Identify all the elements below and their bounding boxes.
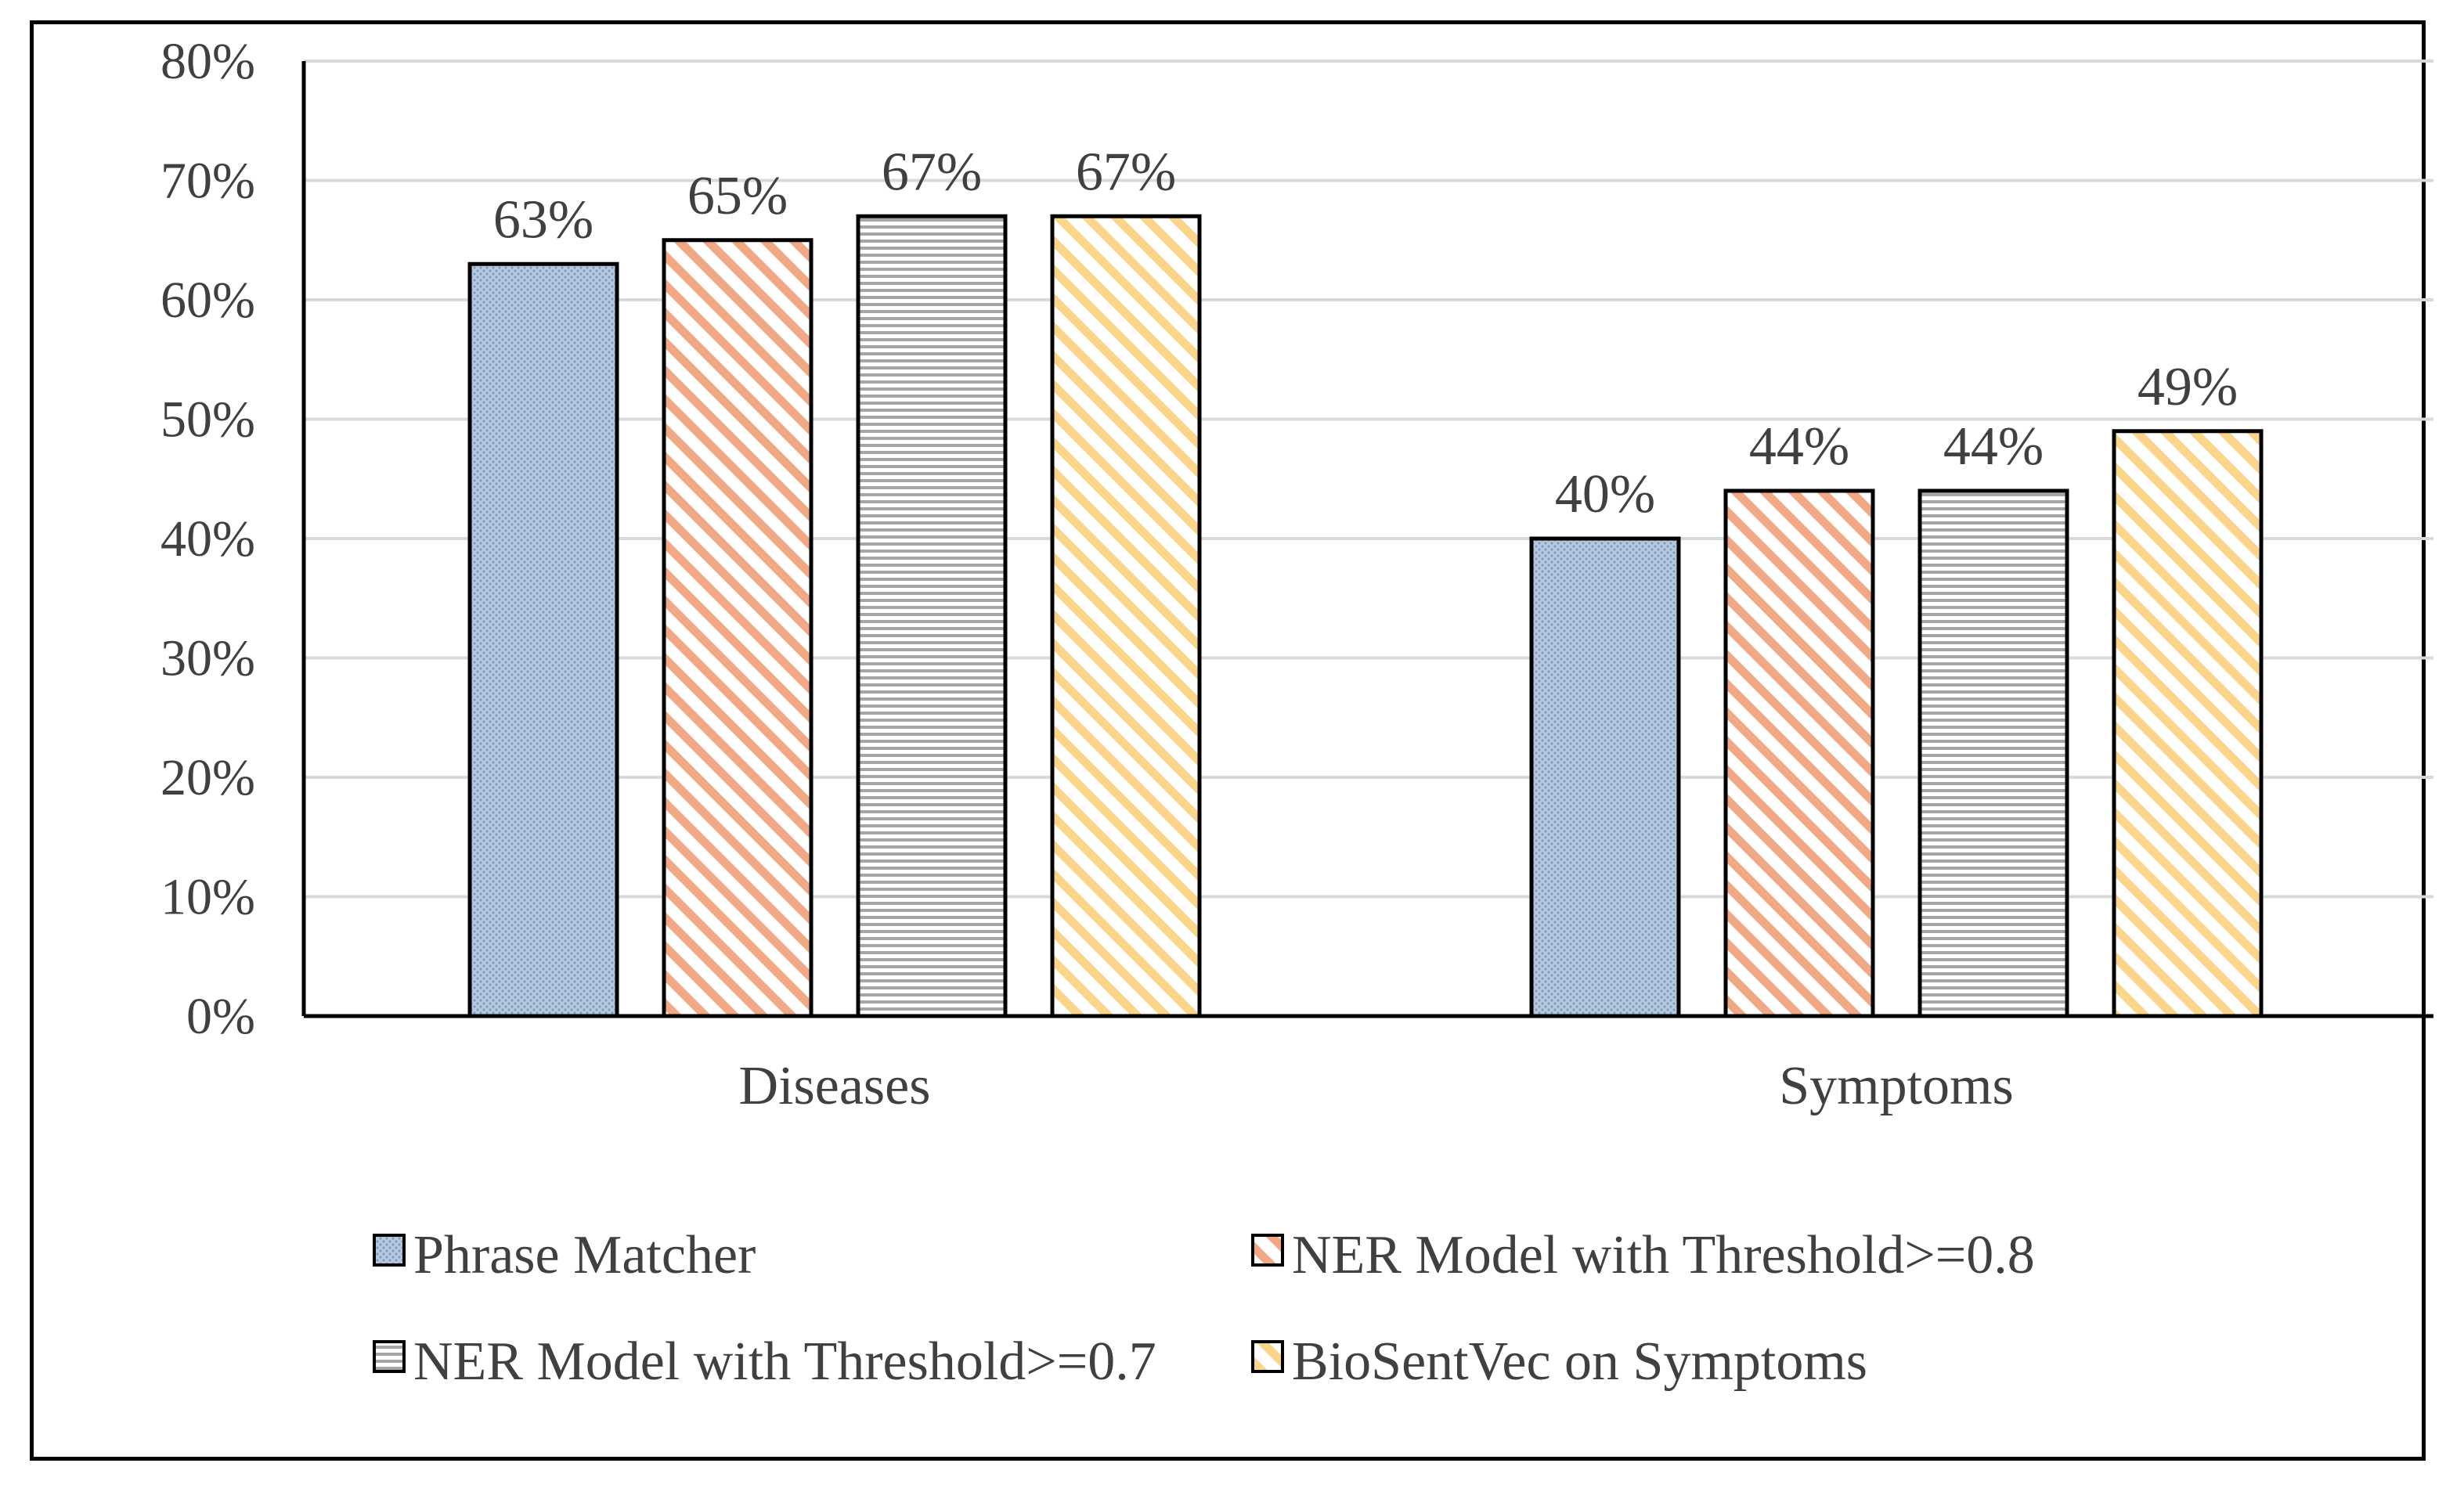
- bar-diseases-2: [856, 214, 1008, 1018]
- bar-diseases-1: [662, 238, 814, 1018]
- data-label: 65%: [687, 166, 788, 226]
- legend-label: BioSentVec on Symptoms: [1292, 1332, 1867, 1392]
- data-label: 49%: [2138, 357, 2238, 417]
- gridlines: [304, 59, 2433, 899]
- bar-diseases-3: [1050, 214, 1202, 1018]
- y-tick-label: 80%: [161, 33, 255, 90]
- legend-label: Phrase Matcher: [413, 1225, 756, 1285]
- category-labels: Diseases Symptoms: [739, 1056, 2014, 1116]
- y-axis-ticks: 0% 10% 20% 30% 40% 50% 60% 70% 80%: [161, 33, 255, 1045]
- legend-swatch: [1251, 1340, 1284, 1373]
- y-tick-label: 60%: [161, 272, 255, 329]
- axes: [301, 61, 2433, 1018]
- x-category-label: Diseases: [739, 1056, 931, 1116]
- bars: [467, 214, 2264, 1018]
- bar-symptoms-2: [1917, 488, 2069, 1018]
- legend-label: NER Model with Threshold>=0.7: [413, 1332, 1156, 1392]
- bar-symptoms-1: [1723, 488, 1875, 1018]
- legend: Phrase Matcher NER Model with Threshold>=…: [373, 1225, 2035, 1392]
- legend-swatch: [1251, 1234, 1284, 1267]
- bar-symptoms-0: [1529, 536, 1681, 1018]
- y-tick-label: 40%: [161, 510, 255, 568]
- data-label: 44%: [1943, 416, 2044, 477]
- bar-symptoms-3: [2112, 429, 2264, 1018]
- y-tick-label: 50%: [161, 391, 255, 449]
- legend-swatch: [373, 1340, 406, 1373]
- bar-diseases-0: [467, 261, 619, 1018]
- x-category-label: Symptoms: [1779, 1056, 2014, 1116]
- data-label: 44%: [1749, 416, 1849, 477]
- data-label: 67%: [1076, 142, 1176, 202]
- y-tick-label: 20%: [161, 749, 255, 806]
- y-tick-label: 30%: [161, 630, 255, 687]
- y-tick-label: 0%: [186, 988, 255, 1045]
- legend-label: NER Model with Threshold>=0.8: [1292, 1225, 2035, 1285]
- data-label: 63%: [493, 189, 593, 250]
- data-labels: 63% 65% 67% 67% 40% 44% 44% 49%: [493, 142, 2238, 524]
- y-tick-label: 10%: [161, 869, 255, 926]
- legend-swatch: [373, 1234, 406, 1267]
- data-label: 40%: [1555, 464, 1655, 524]
- y-tick-label: 70%: [161, 153, 255, 210]
- data-label: 67%: [882, 142, 982, 202]
